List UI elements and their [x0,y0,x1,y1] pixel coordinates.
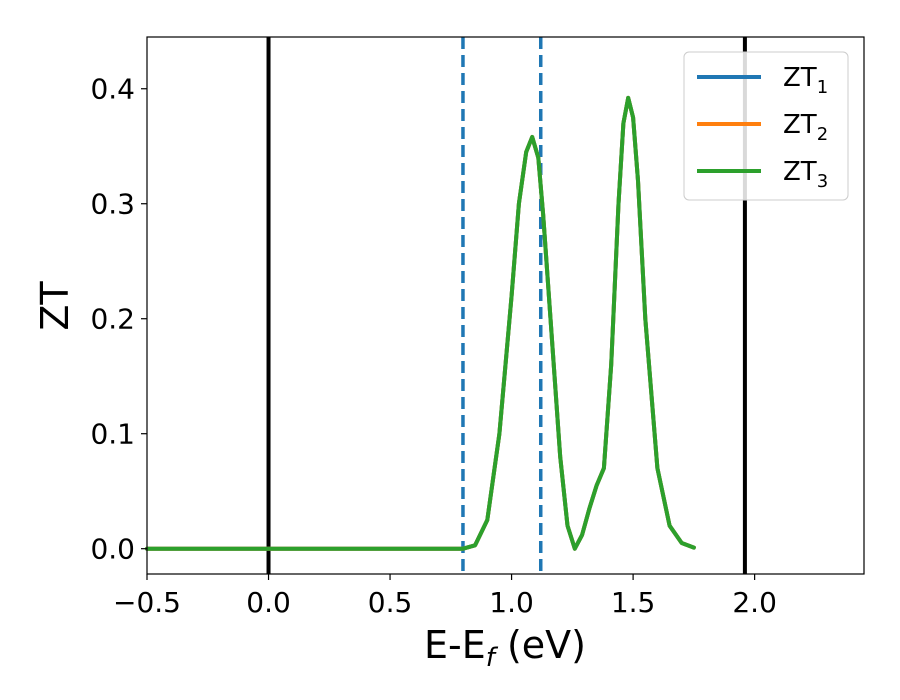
legend-box [683,51,849,201]
y-axis-label: ZT [33,281,77,331]
x-axis-label: E-Ef (eV) [424,623,586,673]
y-tick-label: 0.4 [90,73,135,106]
plot-frame [146,36,865,575]
legend-label-zt3: ZT3 [783,157,828,192]
y-tick-label: 0.1 [90,418,135,451]
series-line-zt3 [145,95,696,551]
x-tick-label: −0.5 [113,586,181,619]
x-tick-label: 2.0 [732,586,777,619]
legend-label-zt2: ZT2 [783,110,828,145]
y-tick-label: 0.2 [90,303,135,336]
y-axis-ticks: 0.0 0.1 0.2 0.3 0.4 [90,73,147,566]
series-layer [145,95,696,551]
x-tick-label: 0.5 [368,586,413,619]
y-tick-label: 0.0 [90,533,135,566]
legend: ZT1 ZT2 ZT3 [683,51,849,201]
x-tick-label: 1.5 [611,586,656,619]
x-tick-label: 0.0 [246,586,291,619]
x-axis-ticks: −0.5 0.0 0.5 1.0 1.5 2.0 [113,574,777,619]
legend-label-zt1: ZT1 [783,63,828,98]
y-tick-label: 0.3 [90,188,135,221]
x-tick-label: 1.0 [489,586,534,619]
